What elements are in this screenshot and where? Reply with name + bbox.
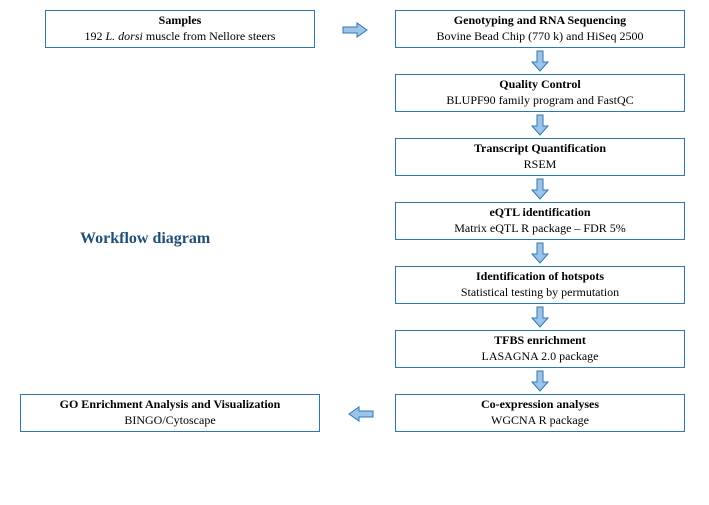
box-hotspots-subtitle: Statistical testing by permutation bbox=[461, 285, 619, 301]
arrow-down-1 bbox=[531, 50, 549, 72]
box-transcript-title: Transcript Quantification bbox=[474, 141, 606, 157]
box-go-title: GO Enrichment Analysis and Visualization bbox=[60, 397, 281, 413]
arrow-down-4 bbox=[531, 242, 549, 264]
samples-sub-post: muscle from Nellore steers bbox=[143, 29, 276, 43]
box-eqtl-subtitle: Matrix eQTL R package – FDR 5% bbox=[454, 221, 626, 237]
box-hotspots: Identification of hotspots Statistical t… bbox=[395, 266, 685, 304]
box-qc-subtitle: BLUPF90 family program and FastQC bbox=[446, 93, 633, 109]
workflow-caption: Workflow diagram bbox=[80, 230, 210, 248]
arrow-down-3 bbox=[531, 178, 549, 200]
arrow-down-6 bbox=[531, 370, 549, 392]
box-transcript-subtitle: RSEM bbox=[524, 157, 557, 173]
box-tfbs-subtitle: LASAGNA 2.0 package bbox=[482, 349, 599, 365]
box-qc-title: Quality Control bbox=[499, 77, 580, 93]
box-genotyping-subtitle: Bovine Bead Chip (770 k) and HiSeq 2500 bbox=[437, 29, 644, 45]
caption-text: Workflow diagram bbox=[80, 230, 210, 247]
box-genotyping: Genotyping and RNA Sequencing Bovine Bea… bbox=[395, 10, 685, 48]
arrow-left bbox=[348, 406, 374, 422]
box-hotspots-title: Identification of hotspots bbox=[476, 269, 604, 285]
box-coexp: Co-expression analyses WGCNA R package bbox=[395, 394, 685, 432]
box-qc: Quality Control BLUPF90 family program a… bbox=[395, 74, 685, 112]
box-transcript: Transcript Quantification RSEM bbox=[395, 138, 685, 176]
box-tfbs-title: TFBS enrichment bbox=[494, 333, 586, 349]
arrow-right bbox=[342, 22, 368, 38]
box-eqtl-title: eQTL identification bbox=[489, 205, 590, 221]
box-coexp-subtitle: WGCNA R package bbox=[491, 413, 589, 429]
box-go: GO Enrichment Analysis and Visualization… bbox=[20, 394, 320, 432]
box-go-subtitle: BINGO/Cytoscape bbox=[124, 413, 215, 429]
box-tfbs: TFBS enrichment LASAGNA 2.0 package bbox=[395, 330, 685, 368]
box-coexp-title: Co-expression analyses bbox=[481, 397, 599, 413]
box-genotyping-title: Genotyping and RNA Sequencing bbox=[454, 13, 626, 29]
box-samples: Samples 192 L. dorsi muscle from Nellore… bbox=[45, 10, 315, 48]
arrow-down-2 bbox=[531, 114, 549, 136]
samples-sub-pre: 192 bbox=[85, 29, 106, 43]
box-samples-title: Samples bbox=[159, 13, 202, 29]
box-eqtl: eQTL identification Matrix eQTL R packag… bbox=[395, 202, 685, 240]
box-samples-subtitle: 192 L. dorsi muscle from Nellore steers bbox=[85, 29, 276, 45]
samples-sub-italic: L. dorsi bbox=[106, 29, 143, 43]
arrow-down-5 bbox=[531, 306, 549, 328]
